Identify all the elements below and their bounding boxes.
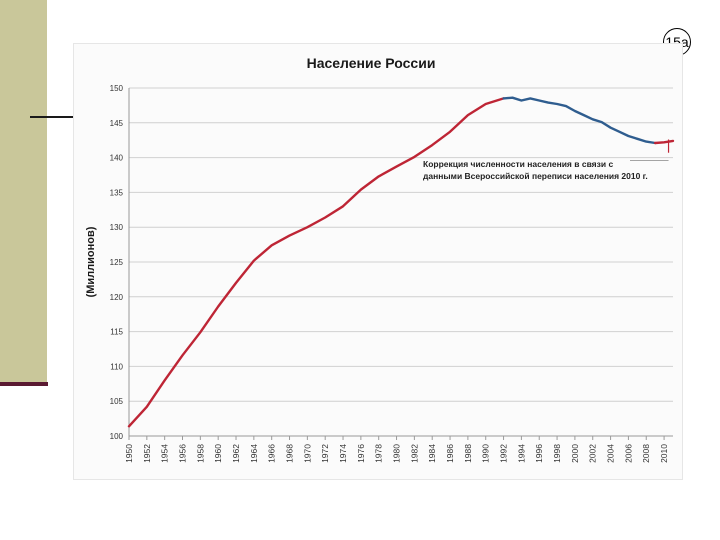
x-tick-label: 1982 (409, 444, 419, 463)
x-tick-labels: 1950 1952 1954 1956 1958 1960 1962 1964 1966 1968… (124, 436, 669, 463)
y-tick-label: 105 (110, 397, 124, 406)
x-tick-label: 1998 (552, 444, 562, 463)
y-tick-label: 130 (110, 223, 124, 232)
x-tick-label: 1994 (516, 444, 526, 463)
x-tick-label: 1978 (374, 444, 384, 463)
x-tick-label: 2010 (659, 444, 669, 463)
x-tick-label: 1958 (195, 444, 205, 463)
x-tick-label: 1996 (534, 444, 544, 463)
y-tick-labels: 100 105 110 115 120 125 130 135 140 145 150 (110, 84, 124, 441)
series-line-1 (127, 97, 505, 428)
x-tick-label: 1984 (427, 444, 437, 463)
x-tick-label: 1968 (285, 444, 295, 463)
x-tick-label: 2004 (606, 444, 616, 463)
annotation-line-1: Коррекция численности населения в связи … (423, 159, 613, 169)
series-line-3 (654, 139, 675, 145)
x-tick-label: 1962 (231, 444, 241, 463)
grid-lines (128, 87, 673, 437)
x-tick-label: 1976 (356, 444, 366, 463)
series-line-2 (502, 96, 657, 145)
annotation-line-2: данными Всероссийской переписи населения… (423, 171, 648, 181)
x-tick-label: 2002 (588, 444, 598, 463)
x-tick-label: 1952 (142, 444, 152, 463)
x-tick-label: 2008 (641, 444, 651, 463)
data-series (127, 96, 675, 428)
y-tick-label: 120 (110, 293, 124, 302)
side-decoration-bar (0, 0, 47, 384)
y-tick-label: 125 (110, 258, 124, 267)
y-tick-label: 140 (110, 154, 124, 163)
side-decoration-border (47, 0, 49, 384)
y-axis-label: (Миллионов) (85, 226, 97, 297)
x-tick-label: 1986 (445, 444, 455, 463)
x-tick-label: 1966 (267, 444, 277, 463)
x-tick-label: 1972 (320, 444, 330, 463)
annotation: Коррекция численности населения в связи … (423, 139, 670, 181)
y-tick-label: 145 (110, 119, 124, 128)
x-tick-label: 1992 (499, 444, 509, 463)
x-tick-label: 1990 (481, 444, 491, 463)
y-tick-label: 135 (110, 188, 124, 197)
x-tick-label: 1964 (249, 444, 259, 463)
x-tick-label: 1974 (338, 444, 348, 463)
side-decoration-rule (30, 116, 74, 118)
y-tick-label: 150 (110, 84, 124, 93)
x-tick-label: 1980 (392, 444, 402, 463)
x-tick-label: 1988 (463, 444, 473, 463)
x-tick-label: 1970 (302, 444, 312, 463)
side-decoration-bottom-strip (0, 382, 48, 386)
x-tick-label: 2006 (623, 444, 633, 463)
x-tick-label: 1956 (178, 444, 188, 463)
y-tick-label: 115 (110, 328, 123, 337)
y-tick-label: 110 (110, 362, 123, 371)
x-tick-label: 2000 (570, 444, 580, 463)
x-tick-label: 1950 (124, 444, 134, 463)
chart-title: Население России (307, 55, 436, 71)
x-tick-label: 1960 (213, 444, 223, 463)
x-tick-label: 1954 (160, 444, 170, 463)
y-tick-label: 100 (110, 432, 124, 441)
